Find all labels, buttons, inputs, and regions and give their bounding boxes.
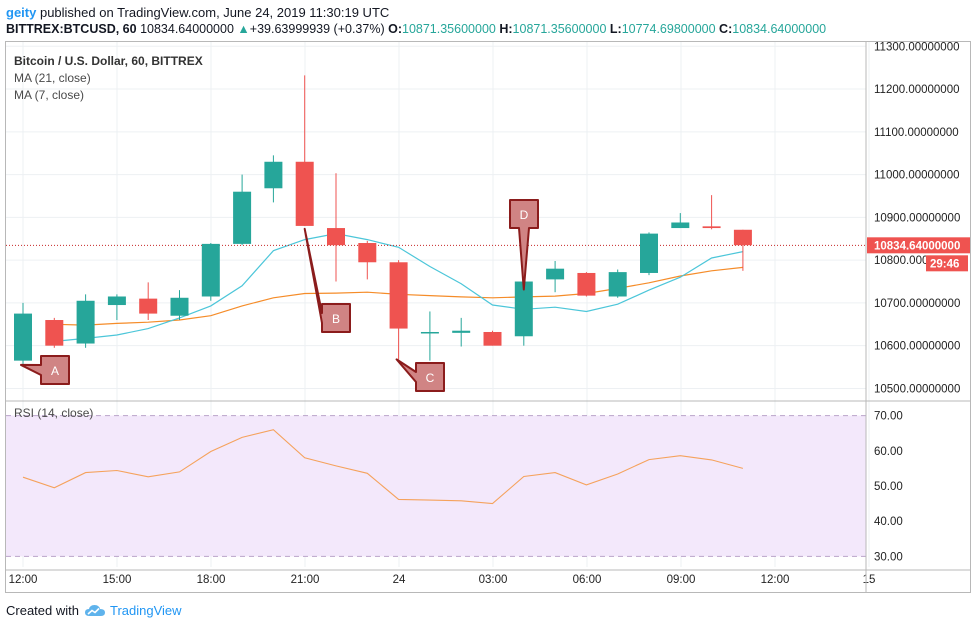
publisher-name[interactable]: geity bbox=[6, 5, 37, 20]
price-tick-label: 10600.00000000 bbox=[874, 341, 960, 353]
rsi-tick-label: 60.00 bbox=[874, 446, 903, 458]
low-value: 10774.69800000 bbox=[621, 22, 716, 36]
rsi-band-fill bbox=[6, 415, 866, 557]
price-tick-label: 11300.00000000 bbox=[874, 41, 960, 53]
candle-body bbox=[327, 228, 345, 246]
tradingview-brand[interactable]: TradingView bbox=[109, 603, 182, 618]
rsi-series-line bbox=[22, 429, 744, 505]
candle-body bbox=[139, 298, 158, 314]
footer: Created with TradingView bbox=[6, 603, 182, 618]
rsi-tick-label: 40.00 bbox=[874, 516, 903, 528]
last-price-badge bbox=[867, 237, 970, 254]
annotations: A B C D bbox=[20, 199, 539, 392]
callout-label: D bbox=[520, 208, 529, 222]
price-tick-label: 10900.00000000 bbox=[874, 212, 960, 224]
symbol-label: BITTREX:BTCUSD, 60 bbox=[6, 22, 137, 36]
candle-body bbox=[640, 233, 658, 273]
callout-shape bbox=[303, 227, 351, 333]
time-tick-label: 15 bbox=[863, 574, 876, 586]
candle-body bbox=[671, 222, 690, 229]
candle-body bbox=[546, 268, 565, 280]
candle-body bbox=[420, 331, 439, 334]
high-label: H: bbox=[499, 22, 513, 36]
publish-line: geity published on TradingView.com, June… bbox=[6, 5, 389, 20]
time-tick-label: 09:00 bbox=[667, 574, 696, 586]
low-label: L: bbox=[609, 22, 622, 36]
legend-rsi[interactable]: RSI (14, close) bbox=[14, 406, 94, 420]
price-tick-label: 10500.00000000 bbox=[874, 383, 960, 395]
symbol-info-bar: BITTREX:BTCUSD, 60 10834.64000000 ▲+39.6… bbox=[6, 22, 826, 36]
callout-label: A bbox=[51, 364, 59, 378]
candles bbox=[14, 75, 752, 365]
candle-body bbox=[295, 161, 314, 226]
axes: 11300.00000000 11200.00000000 11100.000000… bbox=[6, 41, 970, 592]
candle-body bbox=[389, 262, 408, 329]
countdown-badge-text: 29:46 bbox=[930, 258, 959, 270]
candle-body bbox=[733, 229, 752, 246]
tradingview-cloud-icon bbox=[84, 604, 105, 616]
countdown-badge bbox=[926, 255, 968, 272]
candle-body bbox=[702, 226, 721, 229]
time-tick-label: 15:00 bbox=[103, 574, 132, 586]
chart-title: Bitcoin / U.S. Dollar, 60, BITTREX bbox=[14, 54, 203, 68]
rsi-tick-label: 50.00 bbox=[874, 481, 903, 493]
candle-body bbox=[514, 281, 533, 337]
time-tick-label: 03:00 bbox=[479, 574, 508, 586]
time-tick-label: 12:00 bbox=[761, 574, 790, 586]
rsi-band bbox=[6, 415, 866, 557]
open-value: 10871.35600000 bbox=[402, 22, 496, 36]
published-text: published on TradingView.com, June 24, 2… bbox=[39, 5, 390, 20]
open-label: O: bbox=[388, 22, 402, 36]
price-change: +39.63999939 (+0.37%) bbox=[249, 22, 385, 36]
candle-body bbox=[201, 243, 220, 297]
price-tick-label: 11100.00000000 bbox=[874, 127, 959, 139]
time-tick-label: 24 bbox=[393, 574, 406, 586]
callout-shape bbox=[395, 358, 445, 392]
legend-ma21[interactable]: MA (21, close) bbox=[14, 71, 91, 85]
time-tick-label: 18:00 bbox=[197, 574, 226, 586]
candle-body bbox=[45, 320, 64, 346]
callout-shape bbox=[20, 355, 70, 385]
rsi-tick-label: 70.00 bbox=[874, 411, 903, 423]
close-value: 10834.64000000 bbox=[732, 22, 827, 36]
rsi-tick-label: 30.00 bbox=[874, 551, 903, 563]
time-tick-label: 12:00 bbox=[9, 574, 38, 586]
candle-body bbox=[264, 161, 283, 189]
last-price: 10834.64000000 bbox=[140, 22, 234, 36]
callout-shape bbox=[509, 199, 539, 291]
candle-body bbox=[233, 191, 252, 244]
candle-body bbox=[483, 331, 502, 346]
candle-body bbox=[76, 300, 95, 344]
candle-body bbox=[107, 296, 126, 306]
time-tick-label: 06:00 bbox=[573, 574, 602, 586]
rsi-line bbox=[22, 429, 744, 505]
up-arrow-icon: ▲ bbox=[237, 22, 250, 36]
candle-body bbox=[358, 243, 377, 263]
candle-body bbox=[608, 272, 627, 297]
time-tick-label: 21:00 bbox=[291, 574, 320, 586]
last-price-badge-text: 10834.64000000 bbox=[874, 240, 960, 252]
price-tick-label: 10700.00000000 bbox=[874, 298, 960, 310]
chart-frame bbox=[5, 41, 971, 593]
candle-body bbox=[577, 272, 596, 296]
ma7-line bbox=[54, 232, 744, 342]
created-with-text: Created with bbox=[6, 603, 79, 618]
price-tick-label: 11000.00000000 bbox=[874, 170, 960, 182]
candle-body bbox=[170, 297, 189, 316]
legend-ma7[interactable]: MA (7, close) bbox=[14, 88, 85, 102]
candle-body bbox=[14, 313, 32, 361]
callout-label: C bbox=[426, 371, 435, 385]
candle-body bbox=[452, 330, 471, 333]
close-label: C: bbox=[719, 22, 733, 36]
callout-label: B bbox=[332, 312, 340, 326]
moving-average-lines bbox=[6, 232, 866, 342]
price-tick-label: 11200.00000000 bbox=[874, 84, 960, 96]
high-value: 10871.35600000 bbox=[512, 22, 607, 36]
